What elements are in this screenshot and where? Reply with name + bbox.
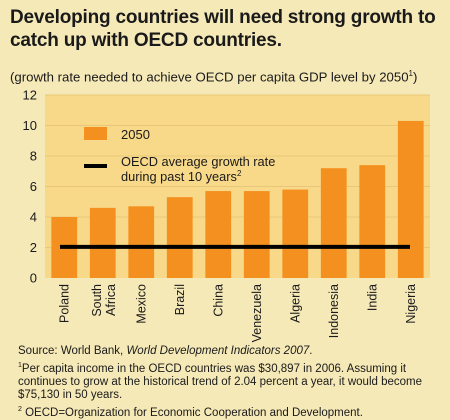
bar-mexico — [128, 206, 155, 278]
x-tick-label: Indonesia — [327, 284, 341, 338]
y-tick-label: 10 — [23, 118, 37, 133]
bar-algeria — [282, 189, 309, 278]
y-tick-label: 12 — [23, 88, 37, 103]
y-tick-label: 0 — [30, 271, 37, 286]
legend-swatch-2050 — [84, 127, 107, 140]
chart-subtitle: (growth rate needed to achieve OECD per … — [10, 69, 418, 85]
bar-india — [359, 165, 386, 278]
bar-south-africa — [89, 207, 116, 278]
x-tick-label: India — [365, 284, 379, 311]
bar-venezuela — [243, 191, 270, 278]
x-tick-label: SouthAfrica — [90, 284, 118, 317]
x-tick-label: China — [211, 284, 225, 317]
bar-brazil — [166, 197, 193, 278]
x-tick-label: Mexico — [134, 284, 148, 324]
footnote-2: 2 OECD=Organization for Economic Coopera… — [18, 405, 363, 419]
bar-chart: 0 2 4 6 8 10 12 Poland SouthAfrica Mexico Brazil Ch… — [23, 88, 430, 342]
bar-china — [205, 191, 232, 278]
bar-nigeria — [397, 120, 424, 278]
source-note: Source: World Bank, World Development In… — [18, 345, 313, 357]
x-tick-label: Algeria — [288, 284, 302, 323]
x-tick-label: Nigeria — [404, 284, 418, 324]
y-tick-label: 8 — [30, 149, 37, 164]
legend-label-oecd: OECD average growth rate during past 10 y… — [121, 154, 275, 184]
chart-title: Developing countries will need strong gr… — [10, 7, 436, 51]
x-tick-label: Brazil — [173, 284, 187, 315]
x-tick-label: Venezuela — [250, 284, 264, 342]
footnote-1: 1Per capita income in the OECD countries… — [18, 361, 423, 402]
chart-notes: Source: World Bank, World Development In… — [18, 345, 450, 420]
y-tick-label: 6 — [30, 179, 37, 194]
x-tick-label: Poland — [57, 284, 71, 323]
bar-indonesia — [320, 168, 347, 278]
legend-label-2050: 2050 — [121, 127, 150, 142]
y-tick-label: 2 — [30, 240, 37, 255]
y-tick-label: 4 — [30, 210, 37, 225]
